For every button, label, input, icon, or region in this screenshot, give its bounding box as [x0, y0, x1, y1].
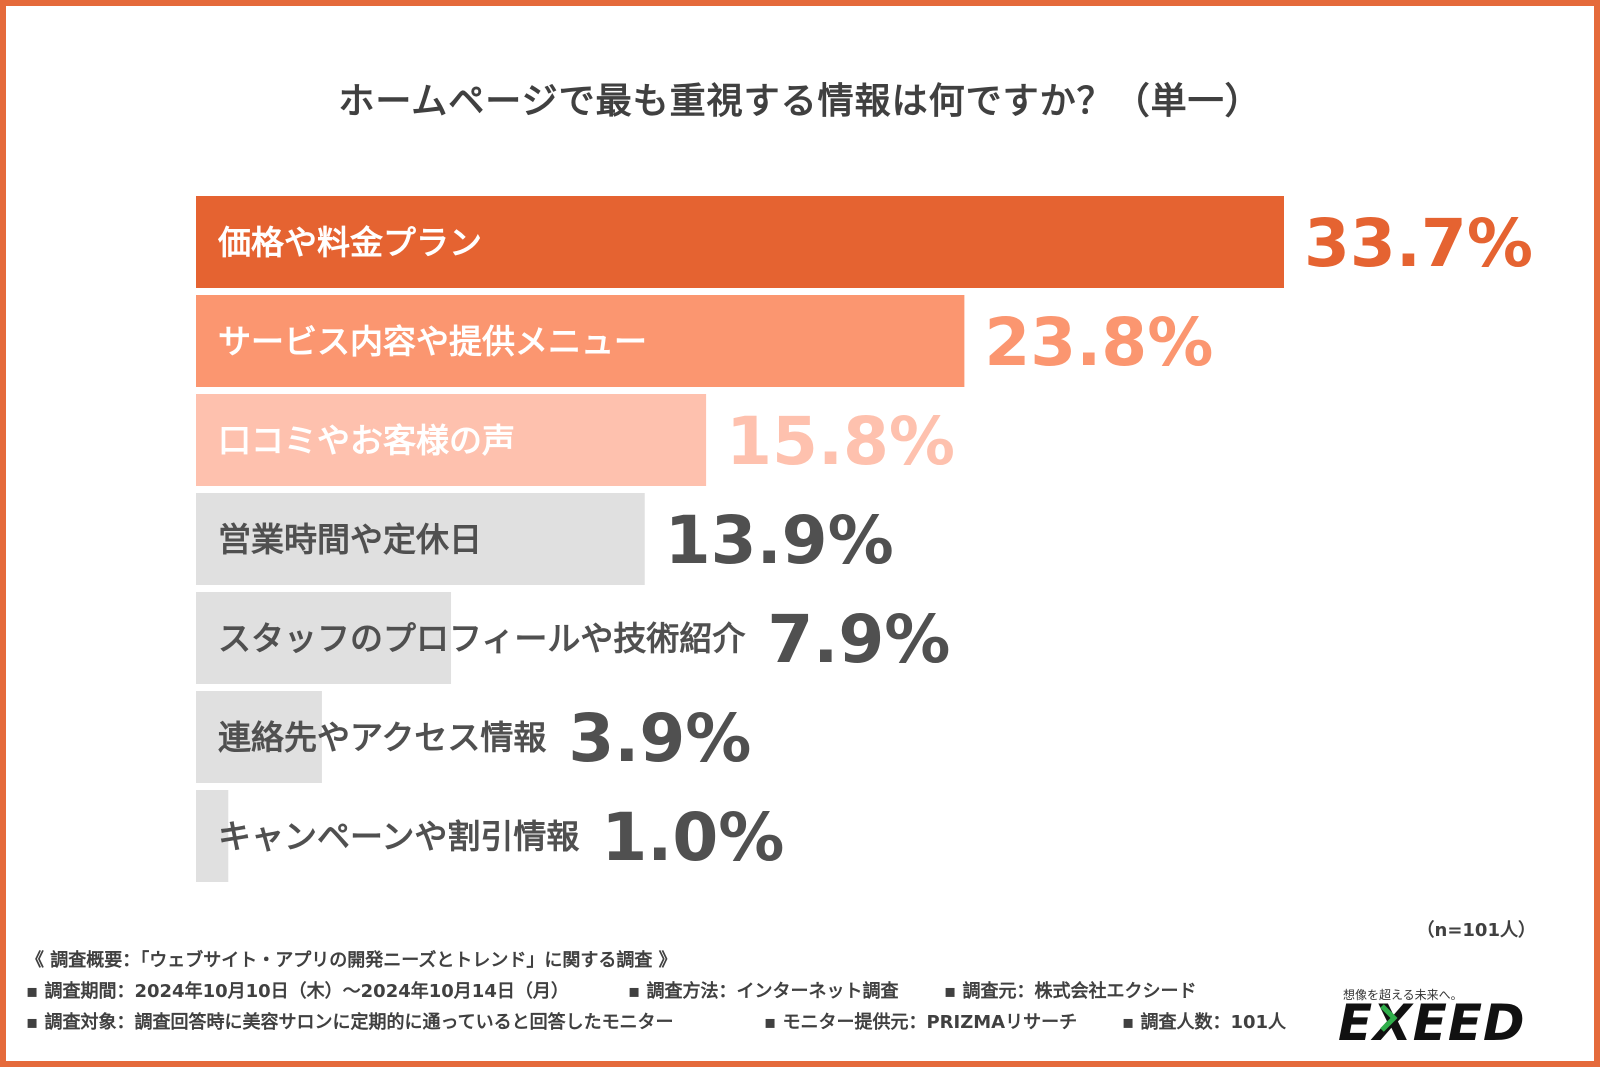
value-label-1: 33.7% — [1304, 205, 1533, 282]
category-label-2: サービス内容や提供メニュー — [218, 322, 647, 361]
category-label-4: 営業時間や定休日 — [218, 520, 482, 559]
category-label-5: スタッフのプロフィールや技術紹介 — [218, 619, 746, 658]
chart-title: ホームページで最も重視する情報は何ですか？（単一） — [338, 81, 1262, 122]
bar-1 — [196, 196, 1284, 288]
logo-tagline: 想像を超える未来へ。 — [1343, 988, 1463, 1002]
bar-4 — [196, 493, 645, 585]
category-label-7: キャンペーンや割引情報 — [218, 817, 579, 856]
bar-3 — [196, 394, 707, 486]
category-label-1: 価格や料金プラン — [217, 223, 482, 262]
value-label-7: 1.0% — [601, 799, 784, 876]
survey-respondents: ▪ 調査人数：101人 — [1122, 1012, 1287, 1033]
category-label-6: 連絡先やアクセス情報 — [218, 718, 546, 757]
value-label-6: 3.9% — [568, 700, 751, 777]
category-label-3: 口コミやお客様の声 — [218, 421, 515, 460]
bar-2 — [196, 295, 965, 387]
value-label-4: 13.9% — [665, 502, 894, 579]
survey-source: ▪ 調査元：株式会社エクシード — [944, 981, 1197, 1002]
survey-overview: 《 調査概要：「ウェブサイト・アプリの開発ニーズとトレンド」に関する調査 》 — [26, 950, 677, 971]
bar-5 — [196, 592, 452, 684]
survey-target: ▪ 調査対象：調査回答時に美容サロンに定期的に通っていると回答したモニター — [26, 1012, 674, 1033]
value-label-2: 23.8% — [984, 304, 1213, 381]
exeed-logo: EXEED — [1338, 994, 1526, 1050]
value-label-5: 7.9% — [767, 601, 950, 678]
sample-size-note: （n=101人） — [1416, 920, 1536, 941]
bar-6 — [196, 691, 322, 783]
survey-provider: ▪ モニター提供元：PRIZMAリサーチ — [764, 1012, 1078, 1033]
survey-method: ▪ 調査方法：インターネット調査 — [628, 981, 899, 1002]
bar-7 — [196, 790, 229, 882]
logo-wordmark: EXEED — [1338, 994, 1526, 1050]
logo-accent-mark — [1380, 1004, 1398, 1032]
survey-period: ▪ 調査期間：2024年10月10日（木）～2024年10月14日（月） — [26, 981, 569, 1002]
value-label-3: 15.8% — [726, 403, 955, 480]
